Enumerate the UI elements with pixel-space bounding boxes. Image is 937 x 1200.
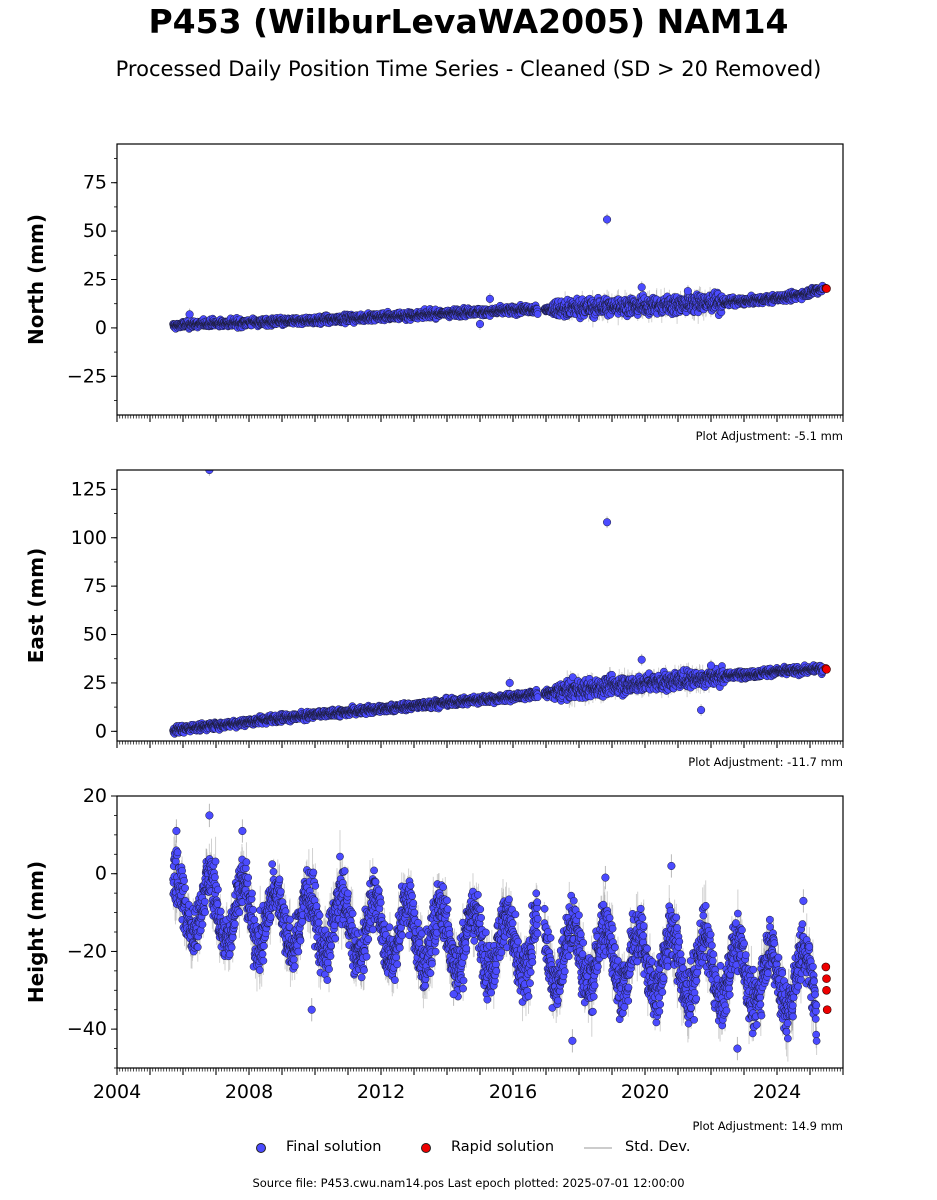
page-title: P453 (WilburLevaWA2005) NAM14 — [148, 2, 789, 41]
outlier-point — [485, 294, 494, 303]
plot-adjustment-label: Plot Adjustment: -5.1 mm — [696, 429, 843, 443]
y-tick-label: 75 — [83, 172, 107, 194]
final-solution-points — [169, 281, 827, 333]
outlier-point — [475, 319, 485, 329]
rapid-point — [822, 284, 831, 293]
outlier-points — [185, 213, 692, 330]
outlier-point — [603, 215, 612, 224]
panel-data — [169, 470, 831, 738]
chart-panel-1: −25 0 25 50 75 North (mm) Plot Adjustment: -5.… — [24, 143, 844, 443]
y-tick-label: 25 — [83, 269, 107, 291]
y-tick-label: −25 — [67, 365, 107, 387]
rapid-solution-points — [821, 283, 831, 293]
y-tick-label: 50 — [83, 220, 107, 242]
y-axis: −25 0 25 50 75 — [67, 158, 117, 401]
panel-frame — [116, 143, 844, 416]
outlier-point — [683, 287, 692, 296]
page-subtitle: Processed Daily Position Time Series - C… — [115, 57, 822, 81]
outlier-point — [185, 310, 194, 319]
panel-data — [169, 213, 831, 333]
y-tick-label: 0 — [95, 317, 107, 339]
outlier-point — [637, 283, 646, 292]
x-axis — [116, 415, 844, 422]
final-point — [533, 310, 542, 318]
y-axis-label: North (mm) — [24, 214, 48, 345]
